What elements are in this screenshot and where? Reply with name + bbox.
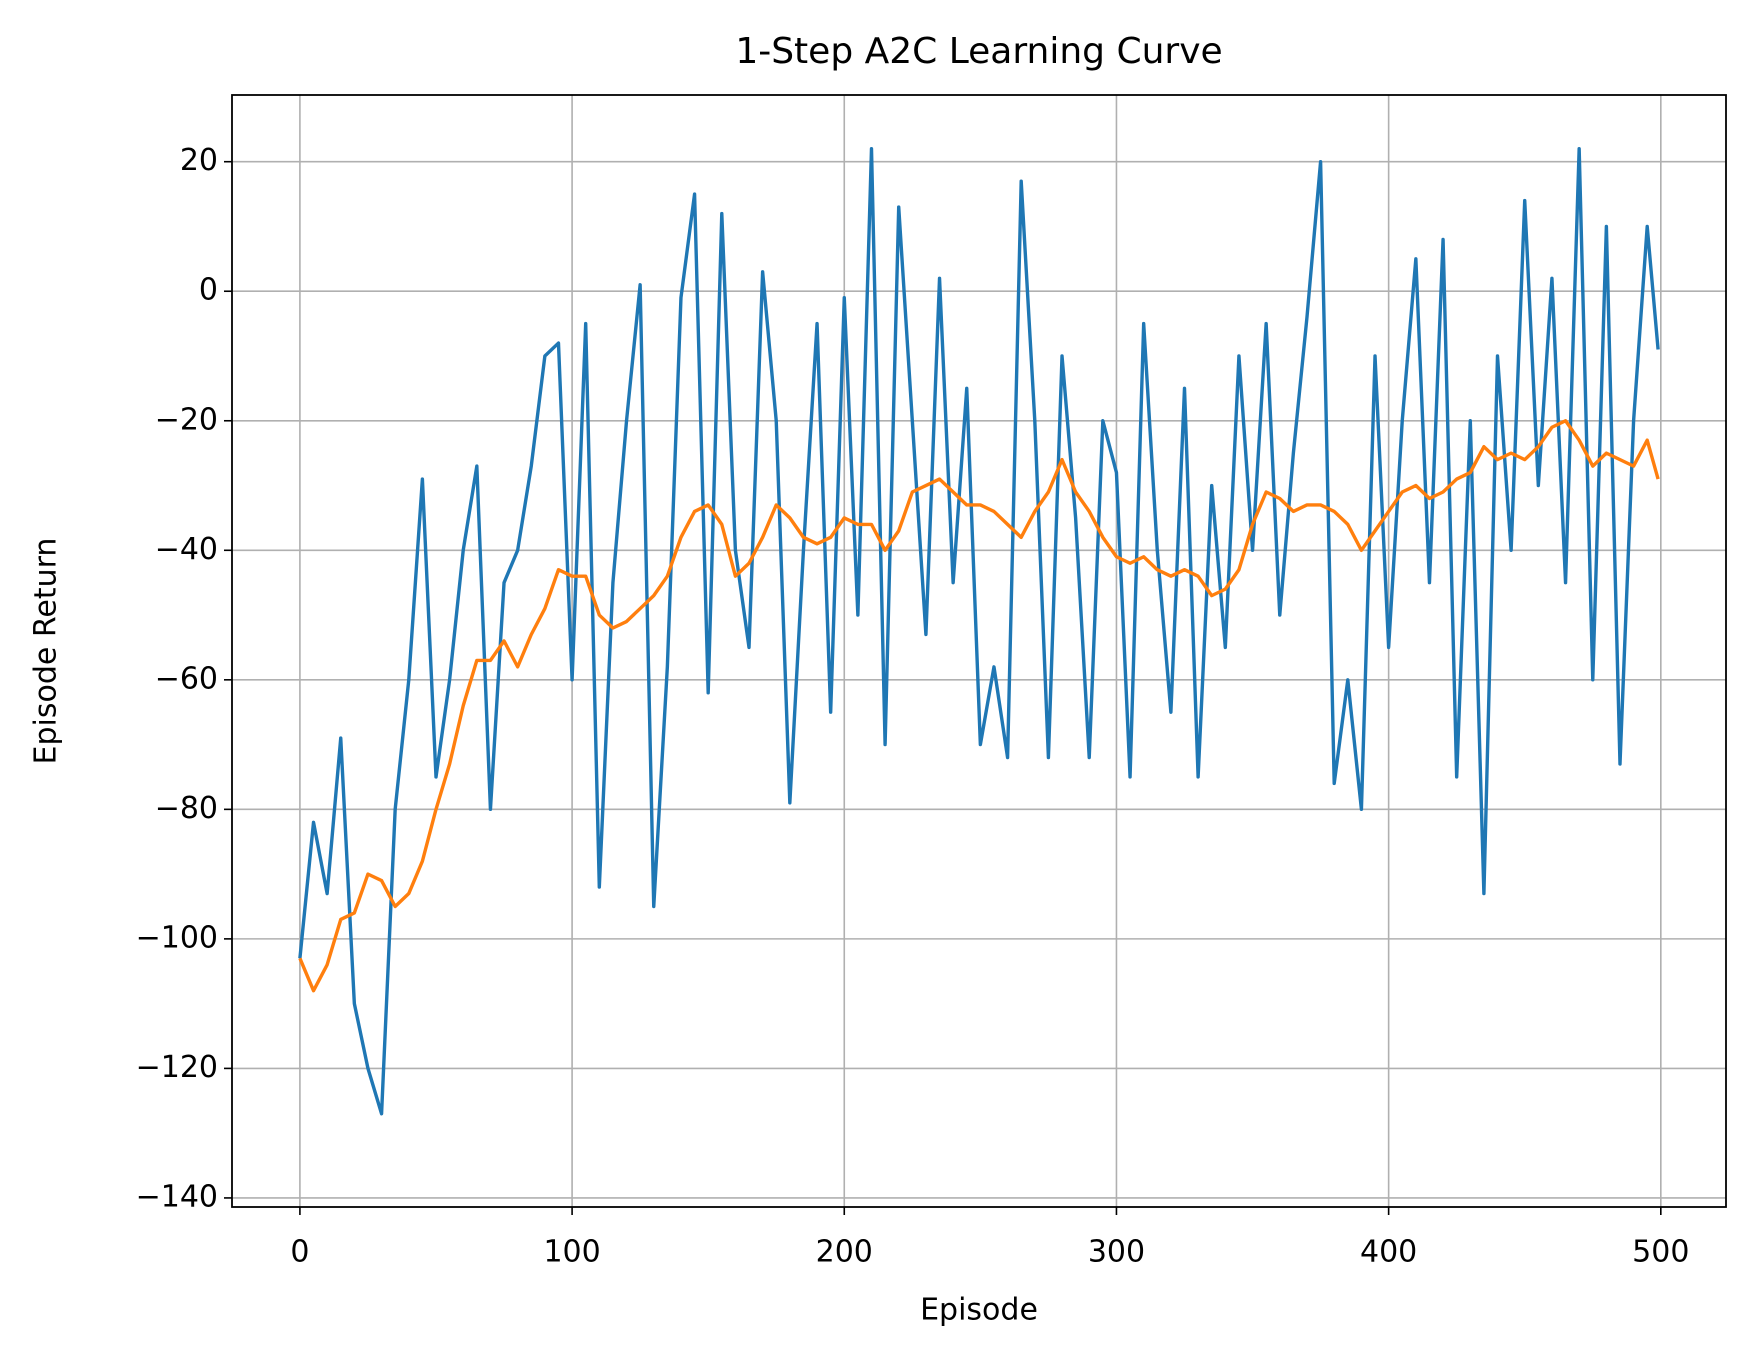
chart-title: 1-Step A2C Learning Curve xyxy=(735,31,1222,72)
y-tick-label: −20 xyxy=(155,402,218,437)
y-tick-label: −80 xyxy=(155,791,218,826)
y-tick-label: −120 xyxy=(136,1050,218,1085)
data-line xyxy=(298,419,1660,993)
x-tick-label: 300 xyxy=(1088,1235,1145,1270)
y-tick-label: −40 xyxy=(155,532,218,567)
y-tick-label: −140 xyxy=(136,1179,218,1214)
x-tick-label: 500 xyxy=(1632,1235,1689,1270)
x-tick-label: 400 xyxy=(1360,1235,1417,1270)
x-axis-label: Episode xyxy=(920,1293,1038,1328)
x-tick-label: 0 xyxy=(290,1235,309,1270)
y-axis-label: Episode Return xyxy=(29,538,64,765)
x-tick-label: 200 xyxy=(816,1235,873,1270)
y-tick-label: 20 xyxy=(180,143,218,178)
y-tick-label: −60 xyxy=(155,661,218,696)
x-tick-label: 100 xyxy=(543,1235,600,1270)
data-line xyxy=(298,147,1660,1116)
y-tick-label: −100 xyxy=(136,920,218,955)
plot-frame xyxy=(231,94,1727,1208)
y-tick-label: 0 xyxy=(199,273,218,308)
